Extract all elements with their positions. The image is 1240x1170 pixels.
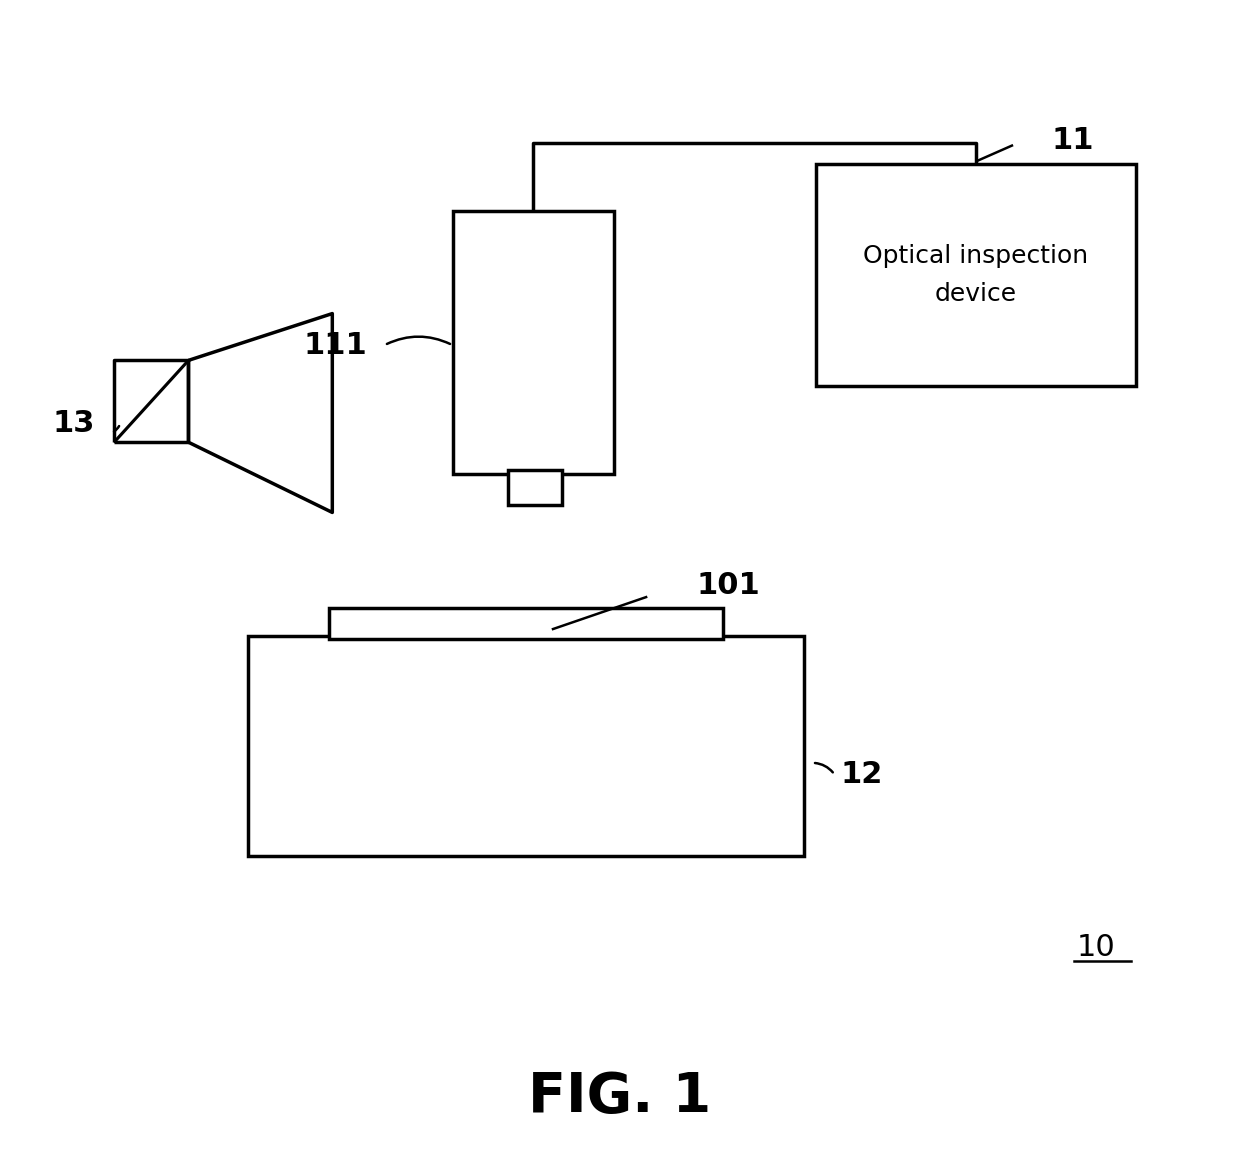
Text: 11: 11 xyxy=(1052,126,1094,154)
Bar xyxy=(329,608,723,639)
Bar xyxy=(508,470,562,505)
Text: 12: 12 xyxy=(841,760,883,789)
Text: Optical inspection
device: Optical inspection device xyxy=(863,245,1089,305)
Text: 10: 10 xyxy=(1076,934,1115,962)
Text: 111: 111 xyxy=(304,331,367,359)
Text: FIG. 1: FIG. 1 xyxy=(528,1071,712,1124)
Bar xyxy=(816,164,1136,386)
Text: 13: 13 xyxy=(52,410,94,438)
Bar xyxy=(453,211,614,474)
Text: 101: 101 xyxy=(697,571,760,599)
Bar xyxy=(248,636,804,856)
